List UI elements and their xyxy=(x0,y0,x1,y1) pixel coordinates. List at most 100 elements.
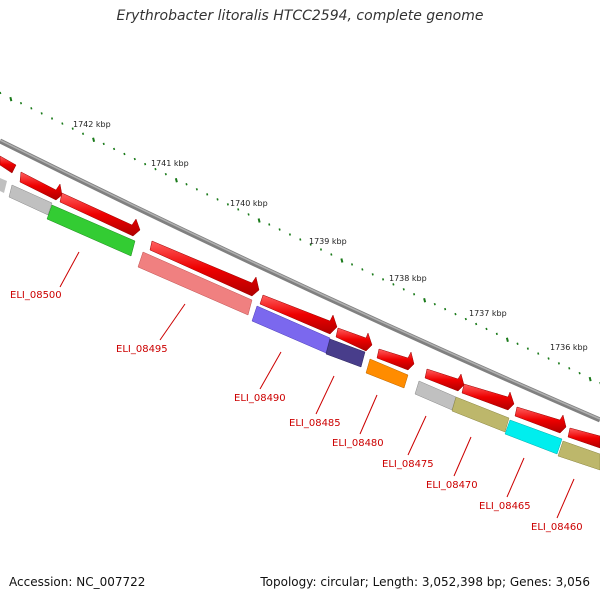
gene-bar-khaki xyxy=(557,440,600,471)
ruler-tick xyxy=(226,203,229,206)
gene-bar-purple xyxy=(251,305,331,354)
ruler-tick xyxy=(537,352,540,355)
ruler-tick xyxy=(381,278,385,281)
ruler-tick xyxy=(423,298,427,303)
ruler-tick xyxy=(526,347,529,350)
scale-ruler xyxy=(0,91,600,385)
ruler-tick xyxy=(547,357,550,360)
ruler-tick xyxy=(309,243,312,246)
gene-bar-salmon xyxy=(137,251,253,316)
ruler-tick xyxy=(568,367,571,370)
label-line xyxy=(59,251,80,288)
ruler-tick xyxy=(330,253,333,256)
kbp-label-1738: 1738 kbp xyxy=(389,274,427,283)
ruler-tick xyxy=(113,147,116,151)
ruler-tick xyxy=(516,342,519,345)
kbp-label-1737: 1737 kbp xyxy=(469,309,507,318)
gene-arrow xyxy=(59,192,141,237)
ruler-tick xyxy=(340,258,344,263)
ruler-tick xyxy=(164,172,167,176)
ruler-tick xyxy=(0,91,2,95)
forward-strand-genes xyxy=(0,155,600,449)
gene-arrow xyxy=(0,155,17,174)
gene-label-eli-08470: ELI_08470 xyxy=(426,480,478,491)
scale-ruler-labels: 1742 kbp 1741 kbp 1740 kbp 1739 kbp 1738… xyxy=(73,120,588,352)
kbp-label-1739: 1739 kbp xyxy=(309,237,347,246)
label-line xyxy=(359,394,378,435)
gene-bar-grey xyxy=(8,184,53,216)
ruler-tick xyxy=(557,362,560,365)
gene-label-eli-08495: ELI_08495 xyxy=(116,344,168,355)
label-line xyxy=(407,415,427,456)
kbp-label-1736: 1736 kbp xyxy=(550,343,588,352)
ruler-tick xyxy=(19,101,23,105)
ruler-tick xyxy=(444,307,447,311)
gene-arrow xyxy=(149,240,260,297)
kbp-label-1742: 1742 kbp xyxy=(73,120,111,129)
kbp-label-1741: 1741 kbp xyxy=(151,159,189,168)
ruler-tick xyxy=(464,317,467,321)
ruler-tick xyxy=(92,137,96,143)
ruler-tick xyxy=(278,228,281,231)
reverse-strand-genes xyxy=(0,178,600,471)
gene-label-eli-08490: ELI_08490 xyxy=(234,393,286,404)
gene-arrow xyxy=(335,327,373,352)
label-line xyxy=(315,375,335,415)
label-line xyxy=(453,436,472,477)
ruler-tick xyxy=(413,293,416,296)
ruler-tick xyxy=(216,198,219,201)
gene-bar-cyan xyxy=(504,419,563,455)
gene-label-eli-08465: ELI_08465 xyxy=(479,501,531,512)
label-line xyxy=(259,351,282,390)
gene-arrow xyxy=(461,383,515,411)
ruler-tick xyxy=(195,188,198,191)
gene-label-eli-08485: ELI_08485 xyxy=(289,418,341,429)
ruler-tick xyxy=(81,132,85,135)
kbp-label-1740: 1740 kbp xyxy=(230,199,268,208)
ruler-tick xyxy=(174,178,178,183)
ruler-tick xyxy=(206,193,209,196)
page-title: Erythrobacter litoralis HTCC2594, comple… xyxy=(116,8,484,24)
gene-arrow xyxy=(514,406,567,434)
genome-backbone-highlight xyxy=(0,139,600,420)
ruler-tick xyxy=(257,218,261,223)
ruler-tick xyxy=(433,302,436,306)
ruler-tick xyxy=(402,288,405,291)
gene-arrow xyxy=(567,427,600,449)
gene-bar-green xyxy=(46,204,136,257)
ruler-tick xyxy=(247,213,250,216)
ruler-tick xyxy=(40,112,43,115)
ruler-tick xyxy=(495,332,498,336)
gene-bar-grey xyxy=(414,380,457,411)
ruler-tick xyxy=(9,96,13,102)
label-line xyxy=(556,478,575,519)
gene-labels: ELI_08500 ELI_08495 ELI_08490 ELI_08485 … xyxy=(10,290,583,533)
label-line xyxy=(506,457,525,498)
ruler-tick xyxy=(61,122,64,125)
gene-bar-khaki xyxy=(451,396,510,433)
gene-bar-darkslate xyxy=(325,338,366,368)
gene-arrow xyxy=(259,294,338,335)
ruler-tick xyxy=(144,162,147,166)
ruler-tick xyxy=(71,127,74,130)
gene-label-eli-08480: ELI_08480 xyxy=(332,438,384,449)
genome-backbone xyxy=(0,138,600,423)
ruler-tick xyxy=(185,183,188,186)
ruler-tick xyxy=(578,371,581,375)
ruler-tick xyxy=(30,107,33,110)
ruler-tick xyxy=(350,263,354,266)
ruler-tick xyxy=(123,152,126,156)
ruler-tick xyxy=(475,322,478,326)
ruler-tick xyxy=(485,327,488,331)
gene-label-eli-08460: ELI_08460 xyxy=(531,522,583,533)
ruler-tick xyxy=(154,167,157,171)
gene-label-eli-08500: ELI_08500 xyxy=(10,290,62,301)
topology-text: Topology: circular; Length: 3,052,398 bp… xyxy=(260,575,590,589)
ruler-tick xyxy=(288,233,292,236)
ruler-tick xyxy=(50,117,54,120)
ruler-tick xyxy=(299,238,302,241)
ruler-tick xyxy=(102,142,105,146)
ruler-tick xyxy=(268,223,271,226)
label-line xyxy=(159,303,186,341)
